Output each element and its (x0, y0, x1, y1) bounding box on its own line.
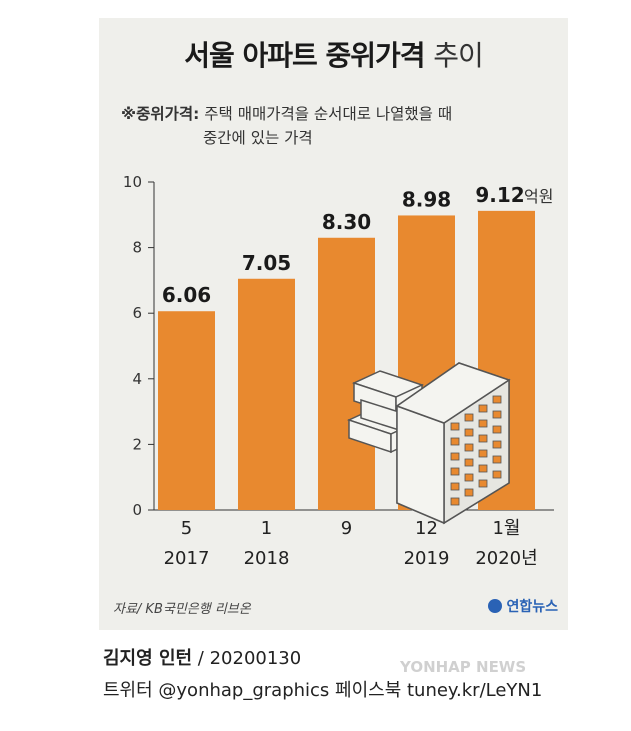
data-label: 8.30 (322, 210, 371, 234)
x-tick-label: 2018 (244, 548, 290, 569)
source-label: 자료/ KB국민은행 리브온 (113, 602, 251, 617)
y-tick-label: 10 (123, 173, 142, 191)
building-window (464, 488, 474, 497)
footnote: ※중위가격: 주택 매매가격을 순서대로 나열했을 때 중간에 있는 가격 (121, 102, 452, 150)
data-label: 9.12 (475, 183, 524, 207)
x-tick-label: 1 (261, 518, 272, 539)
unit-label: 억원 (524, 187, 553, 206)
building-window (450, 482, 460, 491)
y-tick-label: 0 (132, 501, 142, 519)
x-tick-label: 1월 (492, 518, 520, 539)
building-window (450, 422, 460, 431)
data-label: 6.06 (162, 283, 211, 307)
title-light: 추이 (433, 39, 484, 72)
building-window (450, 452, 460, 461)
data-label: 8.98 (402, 187, 451, 211)
credit-name: 김지영 인턴 (103, 648, 193, 669)
building-window (478, 434, 488, 443)
building-window (450, 467, 460, 476)
building-window (464, 443, 474, 452)
building-window (464, 458, 474, 467)
note-line1: 주택 매매가격을 순서대로 나열했을 때 (204, 105, 453, 123)
credit-line: 김지영 인턴 / 20200130 (103, 644, 301, 670)
apartment-illustration (346, 362, 511, 525)
building-window (478, 464, 488, 473)
building-window (464, 473, 474, 482)
building-window (478, 404, 488, 413)
y-tick-label: 2 (132, 435, 142, 453)
x-tick-label: 12 (415, 518, 438, 539)
building-window (464, 413, 474, 422)
building-window (450, 437, 460, 446)
social-links: 트위터 @yonhap_graphics 페이스북 tuney.kr/LeYN1 (103, 680, 543, 701)
building-window (478, 479, 488, 488)
y-tick-label: 4 (132, 370, 142, 388)
building-window (492, 440, 502, 449)
building-side (396, 404, 445, 525)
x-tick-label: 5 (181, 518, 192, 539)
building-window (492, 425, 502, 434)
note-line2: 중간에 있는 가격 (203, 129, 313, 147)
logo-text: 연합뉴스 (506, 599, 558, 615)
building-window (478, 449, 488, 458)
watermark: YONHAP NEWS (400, 658, 527, 676)
note-marker: ※중위가격: (121, 105, 200, 123)
building-window (492, 470, 502, 479)
title-bold: 서울 아파트 중위가격 (184, 39, 425, 72)
y-tick-label: 8 (132, 239, 142, 257)
bar-chart: 0 2 4 6 8 10 6.06 5 2017 7.05 1 2018 8.30 9 8.98 12 2019… (123, 173, 554, 569)
bar (238, 278, 295, 510)
yonhap-logo: 연합뉴스 (488, 596, 558, 616)
data-label: 7.05 (242, 251, 291, 275)
chart-title: 서울 아파트 중위가격 추이 (99, 34, 568, 74)
bar (318, 237, 375, 510)
x-tick-label: 2020년 (475, 548, 537, 569)
bar (158, 311, 215, 510)
chart-card: 서울 아파트 중위가격 추이 ※중위가격: 주택 매매가격을 순서대로 나열했을… (99, 18, 568, 630)
x-tick-label: 2019 (404, 548, 450, 569)
y-tick-label: 6 (132, 304, 142, 322)
building-window (478, 419, 488, 428)
logo-mark-icon (488, 599, 503, 613)
building-window (492, 395, 502, 404)
building-window (464, 428, 474, 437)
building-window (450, 497, 460, 506)
credit-date: / 20200130 (192, 648, 302, 669)
building-window (492, 410, 502, 419)
x-tick-label: 9 (341, 518, 352, 539)
building-roof (395, 362, 511, 424)
building-window (492, 455, 502, 464)
x-tick-label: 2017 (164, 548, 210, 569)
